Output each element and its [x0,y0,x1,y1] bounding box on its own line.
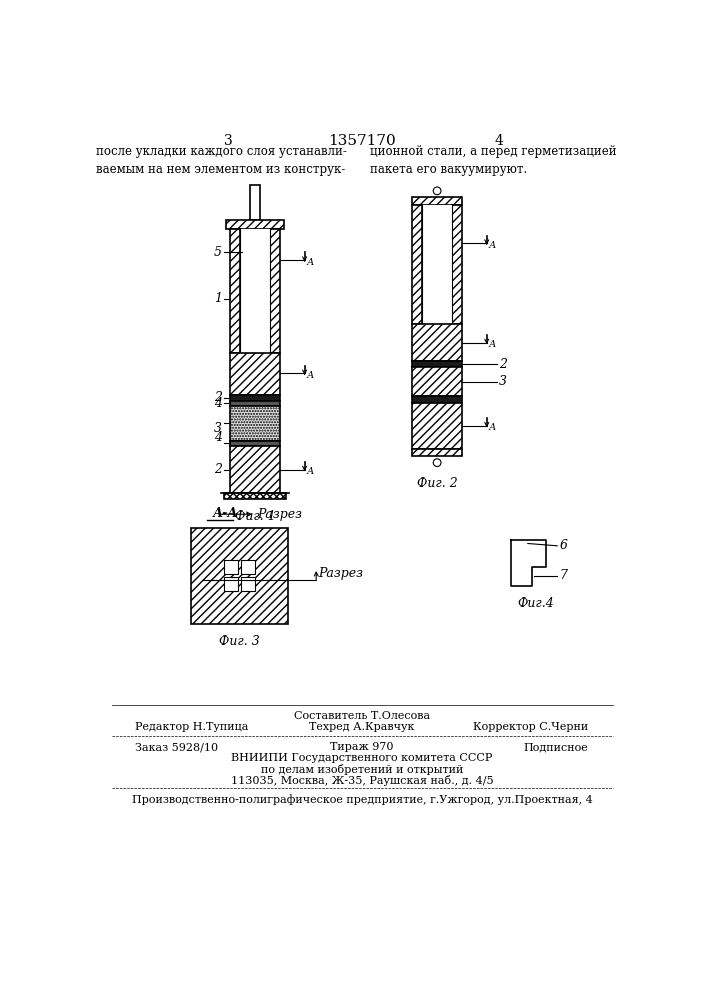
Text: 3: 3 [499,375,507,388]
Circle shape [433,187,441,195]
Bar [422,205,452,324]
Text: Тираж 970: Тираж 970 [330,742,394,752]
Text: 5: 5 [214,246,222,259]
Bar [230,395,280,401]
Text: Подписное: Подписное [523,742,588,752]
Bar [230,406,280,441]
Text: 4: 4 [214,431,222,444]
Bar [224,560,238,574]
Text: Техред А.Кравчук: Техред А.Кравчук [309,722,414,732]
Text: Заказ 5928/10: Заказ 5928/10 [135,742,218,752]
Bar [452,205,462,324]
Text: 3: 3 [223,134,233,148]
Bar [192,528,288,624]
Text: Фиг. 1: Фиг. 1 [235,510,275,523]
Text: Фиг. 2: Фиг. 2 [416,477,457,490]
Bar [230,229,240,353]
Bar [412,361,462,367]
Text: после укладки каждого слоя устанавли-
ваемым на нем элементом из конструк-: после укладки каждого слоя устанавли- ва… [96,145,347,176]
Bar [412,197,462,205]
Text: А-А: А-А [212,507,238,520]
Text: 2: 2 [499,358,507,371]
Text: Составитель Т.Олесова: Составитель Т.Олесова [294,711,430,721]
Text: Разрез: Разрез [257,508,303,521]
Text: 4: 4 [214,397,222,410]
Text: 3: 3 [214,422,222,434]
Bar [250,185,259,220]
Text: Корректор С.Черни: Корректор С.Черни [473,722,588,732]
Bar [510,540,546,586]
Text: А: А [307,467,315,476]
Text: А: А [489,424,496,432]
Text: А: А [489,241,496,250]
Text: 2: 2 [214,391,222,404]
Bar [224,577,238,591]
Bar [224,493,286,499]
Text: 2: 2 [214,463,222,476]
Text: Фиг. 3: Фиг. 3 [219,635,260,648]
Text: А: А [307,371,315,380]
Bar [412,449,462,456]
Bar [412,324,462,361]
Text: 7: 7 [559,569,568,582]
Bar [230,353,280,395]
Bar [230,441,280,446]
Text: А: А [489,340,496,349]
Text: 113035, Москва, Ж-35, Раушская наб., д. 4/5: 113035, Москва, Ж-35, Раушская наб., д. … [230,774,493,786]
Text: 4: 4 [495,134,503,148]
Bar [412,205,422,324]
Bar [230,446,280,493]
Bar [241,577,255,591]
Bar [412,403,462,449]
Bar [270,229,280,353]
Bar [226,220,284,229]
Bar [412,396,462,403]
Text: Редактор Н.Тупица: Редактор Н.Тупица [135,722,248,732]
Text: 6: 6 [559,539,568,552]
Text: Разрез: Разрез [319,567,363,580]
Text: А: А [307,258,315,267]
Text: по делам изобретений и открытий: по делам изобретений и открытий [261,764,463,775]
Bar [230,401,280,406]
Text: 1: 1 [214,292,222,305]
Bar [241,560,255,574]
Circle shape [433,459,441,467]
Text: ВНИИПИ Государственного комитета СССР: ВНИИПИ Государственного комитета СССР [231,753,493,763]
Bar [412,367,462,396]
Text: Производственно-полиграфическое предприятие, г.Ужгород, ул.Проектная, 4: Производственно-полиграфическое предприя… [132,795,592,805]
Text: 1357170: 1357170 [328,134,396,148]
Text: ционной стали, а перед герметизацией
пакета его вакуумируют.: ционной стали, а перед герметизацией пак… [370,145,617,176]
Bar [240,229,270,353]
Text: Фиг.4: Фиг.4 [518,597,554,610]
